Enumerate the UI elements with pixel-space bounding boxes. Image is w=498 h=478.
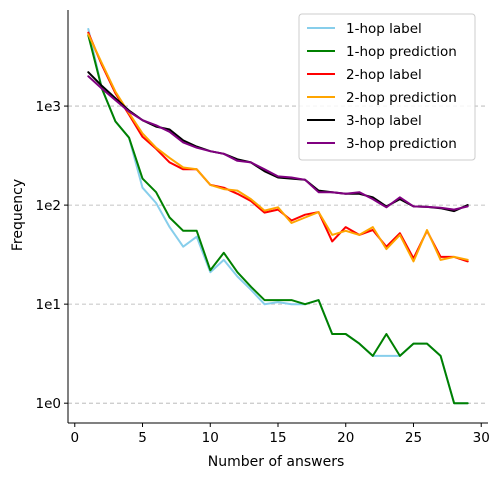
legend-label-1-hop-label: 1-hop label — [346, 21, 422, 37]
series-line-3-hop-prediction — [87, 75, 469, 211]
legend-label-3-hop-label: 3-hop label — [346, 113, 422, 129]
x-axis-title: Number of answers — [208, 454, 345, 470]
series-lines — [87, 28, 469, 405]
x-tick-label-1: 5 — [138, 430, 147, 446]
series-line-2-hop-prediction — [87, 33, 469, 263]
series-line-1-hop-prediction — [87, 34, 469, 405]
y-tick-label-2: 1e2 — [36, 198, 61, 214]
legend: 1-hop label 1-hop prediction 2-hop label 2-… — [298, 13, 476, 161]
legend-label-2-hop-prediction: 2-hop prediction — [346, 90, 457, 106]
y-axis-title: Frequency — [10, 179, 26, 251]
legend-label-3-hop-prediction: 3-hop prediction — [346, 136, 457, 152]
legend-box — [298, 13, 476, 161]
x-tick-label-4: 20 — [337, 430, 354, 446]
x-tick-label-5: 25 — [405, 430, 422, 446]
legend-label-2-hop-label: 2-hop label — [346, 67, 422, 83]
x-tick-label-2: 10 — [202, 430, 219, 446]
x-tick-label-6: 30 — [473, 430, 490, 446]
x-tick-label-3: 15 — [269, 430, 286, 446]
legend-label-1-hop-prediction: 1-hop prediction — [346, 44, 457, 60]
y-tick-label-3: 1e3 — [36, 99, 61, 115]
tick-marks: 0 5 10 15 20 25 30 1e0 1e1 1e2 1e3 — [36, 99, 490, 446]
x-tick-label-0: 0 — [70, 430, 79, 446]
y-tick-label-0: 1e0 — [36, 396, 61, 412]
y-tick-label-1: 1e1 — [36, 297, 61, 313]
